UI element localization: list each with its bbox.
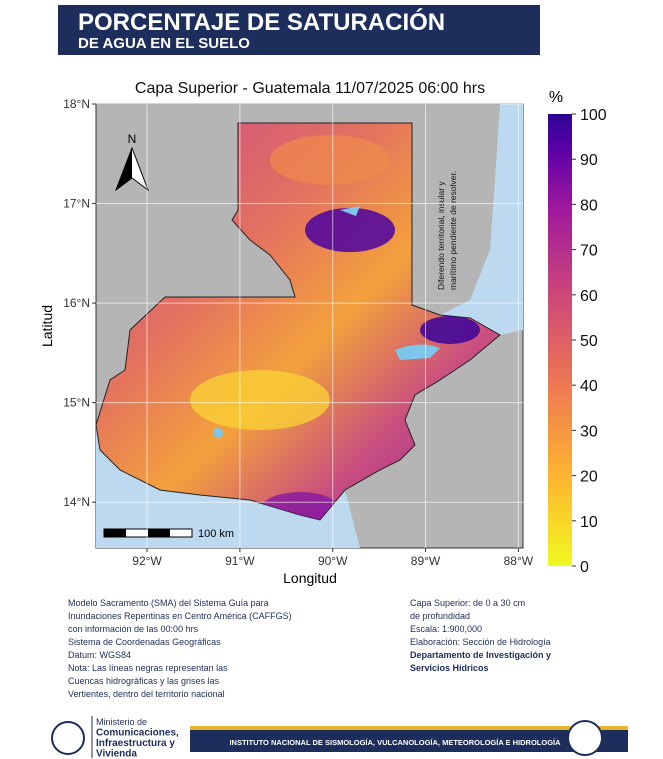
dry-zone <box>190 370 330 430</box>
y-tick-label: 18°N <box>63 97 90 111</box>
colorbar-tick-label: 10 <box>580 514 598 531</box>
y-tick-label: 15°N <box>63 396 90 410</box>
note-line: Modelo Sacramento (SMA) del Sistema Guía… <box>68 598 269 608</box>
note-line: de profundidad <box>410 611 470 621</box>
footer-band <box>190 730 628 752</box>
y-tick-label: 14°N <box>63 495 90 509</box>
note-line: Escala: 1:900,000 <box>410 624 482 634</box>
ministry: Ministerio deComunicaciones,Infraestruct… <box>96 717 179 759</box>
ministry-line: Comunicaciones, <box>96 728 179 739</box>
header-band <box>58 5 540 55</box>
lake <box>340 206 360 216</box>
note-line: Nota: Las líneas negras representan las <box>68 663 228 673</box>
colorbar-tick-label: 30 <box>580 423 598 440</box>
ministry-line: Vivienda <box>96 749 137 759</box>
x-tick-label: 92°W <box>132 554 162 568</box>
y-tick-label: 16°N <box>63 296 90 310</box>
annotation: marítimo pendiente de resolver. <box>448 171 458 290</box>
colorbar-title: % <box>549 89 563 106</box>
pacific-ocean <box>96 425 360 548</box>
note-line: Elaboración: Sección de Hidrología <box>410 637 551 647</box>
dry-zone <box>270 135 390 185</box>
note-line: Vertientes, dentro del territorio nacion… <box>68 689 225 699</box>
x-tick-label: 89°W <box>411 554 441 568</box>
institute-logo <box>567 720 603 756</box>
ministry-line: Ministerio de <box>96 717 147 727</box>
scale-bar <box>103 528 193 538</box>
colorbar-tick-label: 80 <box>580 197 598 214</box>
x-axis-label: Longitud <box>283 570 337 586</box>
note-line: Cuencas hidrográficas y las grises las <box>68 676 220 686</box>
caribbean-sea <box>440 104 523 335</box>
wet-zone <box>420 316 480 344</box>
x-tick-label: 91°W <box>225 554 255 568</box>
wet-zone <box>305 208 395 252</box>
colorbar-tick-label: 70 <box>580 243 598 260</box>
colorbar-tick-label: 40 <box>580 378 598 395</box>
note-line: Sistema de Coordenadas Geográficas <box>68 637 221 647</box>
colorbar-tick-label: 100 <box>580 107 607 124</box>
note-line: con información de las 00:00 hrs <box>68 624 199 634</box>
lake <box>395 344 440 360</box>
scale-label: 100 km <box>198 528 234 540</box>
notes-right: Capa Superior: de 0 a 30 cm de profundida… <box>410 598 551 673</box>
institute: INSTITUTO NACIONAL DE SISMOLOGÍA, VULCAN… <box>229 738 561 747</box>
header-title: PORCENTAJE DE SATURACIÓN <box>78 8 445 36</box>
footer-stripe <box>190 726 628 730</box>
north-arrow <box>116 148 132 190</box>
note-line-bold: Departamento de Investigación y <box>410 650 551 660</box>
x-tick-label: 88°W <box>504 554 534 568</box>
colorbar-tick-label: 90 <box>580 152 598 169</box>
note-line-bold: Servicios Hídricos <box>410 663 489 673</box>
annotation: Diferendo territorial, insular y <box>436 181 446 290</box>
note-line: Inundaciones Repentinas en Centro Améric… <box>68 611 292 621</box>
note-line: Capa Superior: de 0 a 30 cm <box>410 598 525 608</box>
map-title: Capa Superior - Guatemala 11/07/2025 06:… <box>135 80 485 97</box>
lake <box>213 428 223 438</box>
colorbar-tick-label: 60 <box>580 288 598 305</box>
north-label: N <box>128 132 137 146</box>
header-subtitle: DE AGUA EN EL SUELO <box>78 35 250 52</box>
colorbar-tick-label: 20 <box>580 469 598 486</box>
guatemala <box>95 122 501 521</box>
coat-of-arms <box>51 721 85 755</box>
map: Diferendo territorial, insular y marítim… <box>95 103 524 549</box>
colorbar <box>548 114 572 566</box>
note-line: Datum: WGS84 <box>68 650 131 660</box>
ministry-line: Infraestructura y <box>96 738 175 749</box>
notes-left: Modelo Sacramento (SMA) del Sistema Guía… <box>68 598 292 699</box>
colorbar-tick-label: 0 <box>580 559 589 576</box>
x-tick-label: 90°W <box>318 554 348 568</box>
saturation-field <box>190 135 480 520</box>
y-tick-label: 17°N <box>63 197 90 211</box>
colorbar-tick-label: 50 <box>580 333 598 350</box>
y-axis-label: Latitud <box>39 305 55 347</box>
